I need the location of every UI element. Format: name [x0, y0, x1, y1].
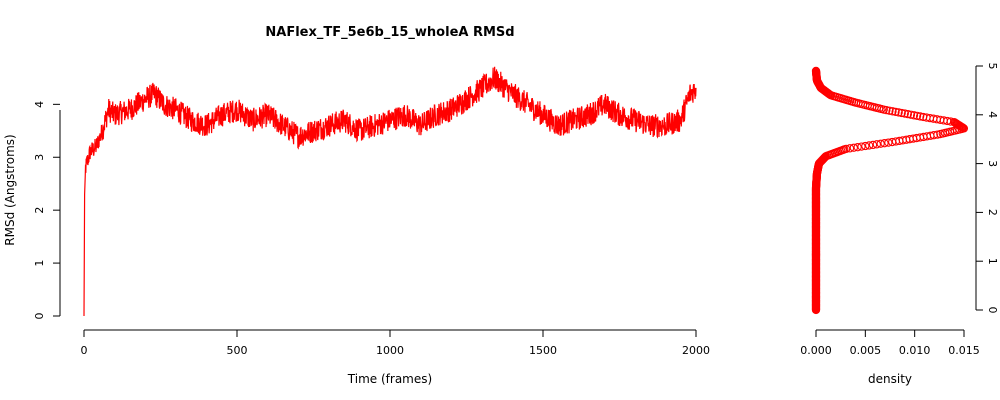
- density-y-tick-label: 1: [986, 258, 999, 265]
- density-point: [880, 139, 889, 148]
- density-x-ticks: 0.000 0.005 0.010 0.015: [800, 330, 980, 357]
- density-point: [842, 144, 851, 154]
- density-point: [888, 107, 897, 116]
- density-points: [811, 66, 969, 315]
- y-axis-title: RMSd (Angstroms): [3, 134, 17, 245]
- x-tick-label: 2000: [682, 344, 710, 357]
- density-point: [897, 108, 906, 118]
- density-point: [849, 143, 858, 152]
- density-point: [891, 107, 900, 117]
- x-tick-label: 1500: [529, 344, 557, 357]
- density-point: [912, 111, 922, 121]
- y-tick-label: 3: [33, 154, 46, 161]
- y-tick-label: 1: [33, 260, 46, 267]
- density-x-tick-label: 0.010: [899, 344, 931, 357]
- chart-title: NAFlex_TF_5e6b_15_wholeA RMSd: [265, 25, 514, 40]
- density-y-tick-label: 2: [986, 209, 999, 216]
- rmsd-time-panel: NAFlex_TF_5e6b_15_wholeA RMSd 0 1 2 3 4 0 500…: [3, 25, 710, 386]
- density-y-tick-label: 4: [986, 111, 999, 118]
- density-point: [872, 140, 881, 149]
- density-x-tick-label: 0.015: [948, 344, 980, 357]
- density-point: [916, 112, 925, 121]
- density-point: [922, 113, 931, 122]
- density-panel: 0.000 0.005 0.010 0.015 0 1 2 3 4 5 density: [800, 63, 999, 387]
- density-point: [876, 139, 885, 148]
- density-point: [909, 111, 919, 120]
- x-tick-label: 0: [81, 344, 88, 357]
- density-point: [845, 144, 855, 153]
- density-point: [865, 141, 874, 150]
- density-x-tick-label: 0.000: [800, 344, 832, 357]
- density-point: [853, 143, 862, 152]
- density-y-tick-label: 5: [986, 63, 999, 70]
- density-y-ticks: 0 1 2 3 4 5: [976, 63, 999, 314]
- x-tick-label: 1000: [376, 344, 404, 357]
- x-axis-title: Time (frames): [347, 372, 432, 386]
- density-point: [906, 110, 916, 119]
- density-x-tick-label: 0.005: [850, 344, 882, 357]
- x-tick-label: 500: [227, 344, 248, 357]
- density-y-tick-label: 3: [986, 160, 999, 167]
- density-point: [857, 142, 866, 151]
- density-point: [919, 112, 928, 122]
- y-tick-label: 4: [33, 101, 46, 108]
- x-ticks: 0 500 1000 1500 2000: [81, 330, 710, 357]
- density-point: [933, 130, 942, 139]
- density-point: [861, 141, 870, 151]
- density-point: [929, 131, 939, 140]
- y-ticks: 0 1 2 3 4: [33, 101, 60, 320]
- y-tick-label: 0: [33, 313, 46, 320]
- density-point: [885, 106, 894, 115]
- density-point: [903, 110, 913, 119]
- density-point: [894, 108, 903, 117]
- rmsd-series-line: [83, 66, 697, 317]
- density-point: [868, 140, 878, 150]
- density-x-axis-title: density: [868, 372, 912, 386]
- density-point: [900, 109, 909, 118]
- y-tick-label: 2: [33, 207, 46, 214]
- density-y-tick-label: 0: [986, 307, 999, 314]
- density-point: [811, 66, 821, 76]
